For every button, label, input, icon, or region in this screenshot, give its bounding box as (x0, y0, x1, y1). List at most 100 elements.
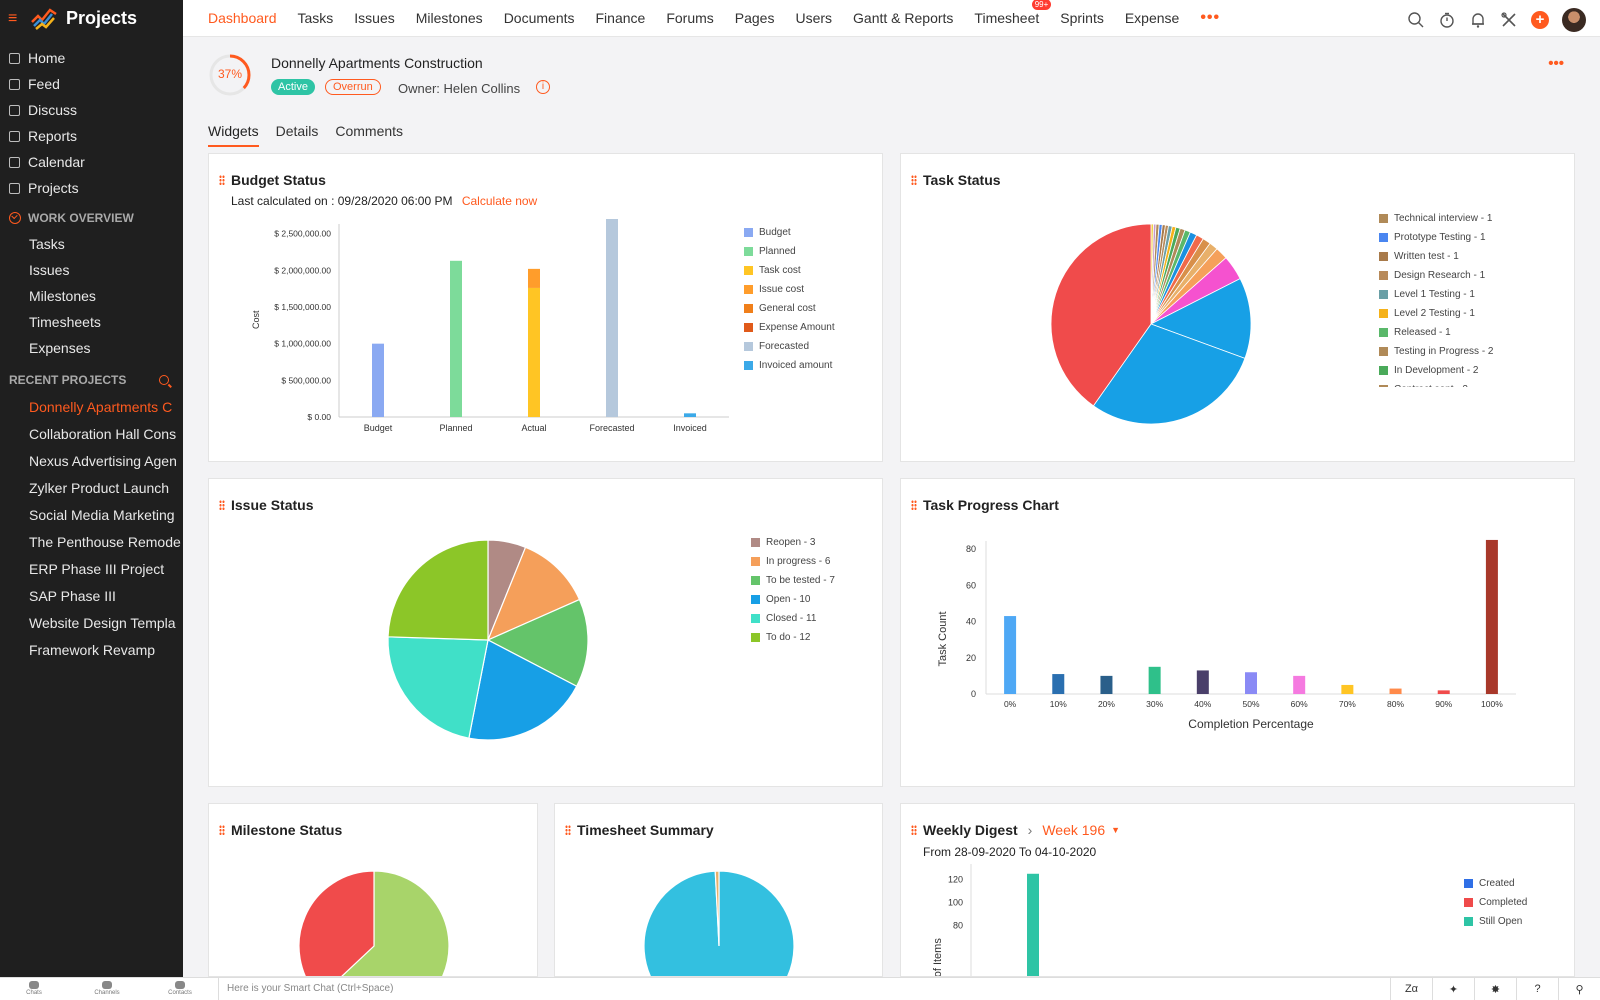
pie-slice[interactable] (714, 870, 720, 947)
drag-handle-icon[interactable] (565, 825, 571, 835)
chatbar-tab-chats[interactable]: Chats (14, 981, 54, 996)
recent-project[interactable]: Donnelly Apartments C (29, 398, 173, 415)
week-selector[interactable]: Week 196 (1042, 822, 1106, 838)
legend-item[interactable]: To be tested - 7 (751, 571, 835, 590)
legend-item[interactable]: Closed - 11 (751, 609, 835, 628)
sidebar-item-home[interactable]: Home (0, 45, 183, 71)
chatbar-tab-channels[interactable]: Channels (87, 981, 127, 996)
nav-pages[interactable]: Pages (735, 10, 775, 26)
recent-project[interactable]: Framework Revamp (29, 641, 156, 658)
bar[interactable] (1100, 675, 1113, 694)
drag-handle-icon[interactable] (911, 500, 917, 510)
sidebar-item-projects[interactable]: Projects (0, 175, 183, 201)
pie-slice[interactable] (468, 639, 578, 741)
search-icon[interactable] (1407, 11, 1425, 29)
pie-slice[interactable] (387, 539, 489, 641)
legend-item[interactable]: Contract sent - 2 (1379, 380, 1494, 387)
bar[interactable] (1004, 616, 1017, 694)
bar[interactable] (1148, 666, 1161, 694)
legend-item[interactable]: In progress - 6 (751, 552, 835, 571)
legend-item[interactable]: Issue cost (744, 280, 835, 299)
sidebar-item-calendar[interactable]: Calendar (0, 149, 183, 175)
user-avatar[interactable] (1562, 8, 1586, 32)
bar[interactable] (1245, 672, 1257, 694)
nav-sprints[interactable]: Sprints (1060, 10, 1104, 26)
legend-item[interactable]: Testing in Progress - 2 (1379, 342, 1494, 361)
translate-icon[interactable]: Zα (1390, 978, 1432, 1000)
work-overview-section[interactable]: WORK OVERVIEW (0, 205, 183, 231)
help-icon[interactable]: ? (1516, 978, 1558, 1000)
legend-item[interactable]: Design Research - 1 (1379, 266, 1494, 285)
nav-forums[interactable]: Forums (666, 10, 713, 26)
recent-project[interactable]: ERP Phase III Project (29, 560, 165, 577)
work-item-tasks[interactable]: Tasks (29, 236, 65, 252)
bar[interactable] (1293, 675, 1306, 694)
pie-slice[interactable] (1150, 278, 1252, 359)
legend-item[interactable]: Task cost (744, 261, 835, 280)
recent-project[interactable]: Website Design Templa (29, 614, 176, 631)
search-icon[interactable] (159, 375, 169, 385)
legend-item[interactable]: Reopen - 3 (751, 533, 835, 552)
nav-issues[interactable]: Issues (354, 10, 394, 26)
legend-item[interactable]: Expense Amount (744, 318, 835, 337)
legend-item[interactable]: To do - 12 (751, 628, 835, 647)
legend-item[interactable]: Budget (744, 223, 835, 242)
recent-project[interactable]: Zylker Product Launch (29, 479, 170, 496)
tools-icon[interactable] (1500, 11, 1518, 29)
pie-slice[interactable] (1050, 223, 1152, 407)
legend-item[interactable]: Technical interview - 1 (1379, 209, 1494, 228)
legend-item[interactable]: Invoiced amount (744, 356, 835, 375)
legend-item[interactable]: Completed (1464, 893, 1527, 912)
pie-slice[interactable] (1092, 323, 1246, 425)
work-item-timesheets[interactable]: Timesheets (29, 314, 101, 330)
legend-item[interactable]: Level 2 Testing - 1 (1379, 304, 1494, 323)
recent-project[interactable]: Social Media Marketing (29, 506, 175, 523)
drag-handle-icon[interactable] (911, 825, 917, 835)
chevron-down-icon[interactable]: ▼ (1111, 825, 1121, 835)
legend-item[interactable]: Open - 10 (751, 590, 835, 609)
legend-item[interactable]: Released - 1 (1379, 323, 1494, 342)
work-item-issues[interactable]: Issues (29, 262, 70, 278)
nav-expense[interactable]: Expense (1125, 10, 1179, 26)
bar[interactable] (1196, 670, 1209, 694)
tab-details[interactable]: Details (275, 123, 319, 139)
nav-gantt-reports[interactable]: Gantt & Reports (853, 10, 953, 26)
sidebar-item-discuss[interactable]: Discuss (0, 97, 183, 123)
pie-slice[interactable] (486, 546, 581, 642)
drag-handle-icon[interactable] (219, 825, 225, 835)
bar[interactable] (450, 260, 462, 417)
plug-icon[interactable]: ✦ (1432, 978, 1474, 1000)
legend-item[interactable]: Prototype Testing - 1 (1379, 228, 1494, 247)
calculate-now-link[interactable]: Calculate now (461, 194, 538, 208)
chatbar-tab-contacts[interactable]: Contacts (160, 981, 200, 996)
legend-item[interactable]: In Development - 2 (1379, 361, 1494, 380)
bar[interactable] (1027, 873, 1039, 977)
project-more-icon[interactable]: ••• (1548, 55, 1564, 72)
bar[interactable] (1437, 690, 1450, 694)
pie-slice[interactable] (319, 870, 450, 977)
pie-slice[interactable] (387, 636, 489, 739)
recent-project[interactable]: SAP Phase III (29, 587, 116, 604)
tab-comments[interactable]: Comments (335, 123, 404, 139)
hamburger-icon[interactable]: ≡ (8, 9, 18, 27)
bell-icon[interactable] (1469, 11, 1487, 29)
info-icon[interactable]: i (536, 80, 550, 94)
pie-slice[interactable] (486, 598, 589, 688)
status-badge[interactable]: Active (271, 79, 315, 95)
nav-documents[interactable]: Documents (504, 10, 575, 26)
work-item-expenses[interactable]: Expenses (29, 340, 91, 356)
pie-slice[interactable] (643, 870, 795, 977)
legend-item[interactable]: Planned (744, 242, 835, 261)
drag-handle-icon[interactable] (911, 175, 917, 185)
add-new-button[interactable]: + (1531, 11, 1549, 29)
bar[interactable] (1052, 674, 1065, 694)
smart-chat-input[interactable]: Here is your Smart Chat (Ctrl+Space) (218, 978, 1383, 1000)
bar[interactable] (606, 219, 618, 417)
legend-item[interactable]: Level 1 Testing - 1 (1379, 285, 1494, 304)
sidebar-item-feed[interactable]: Feed (0, 71, 183, 97)
recent-project[interactable]: Nexus Advertising Agen (29, 452, 177, 469)
sidebar-item-reports[interactable]: Reports (0, 123, 183, 149)
nav-tasks[interactable]: Tasks (298, 10, 334, 26)
nav-dashboard[interactable]: Dashboard (208, 10, 277, 26)
legend-item[interactable]: General cost (744, 299, 835, 318)
